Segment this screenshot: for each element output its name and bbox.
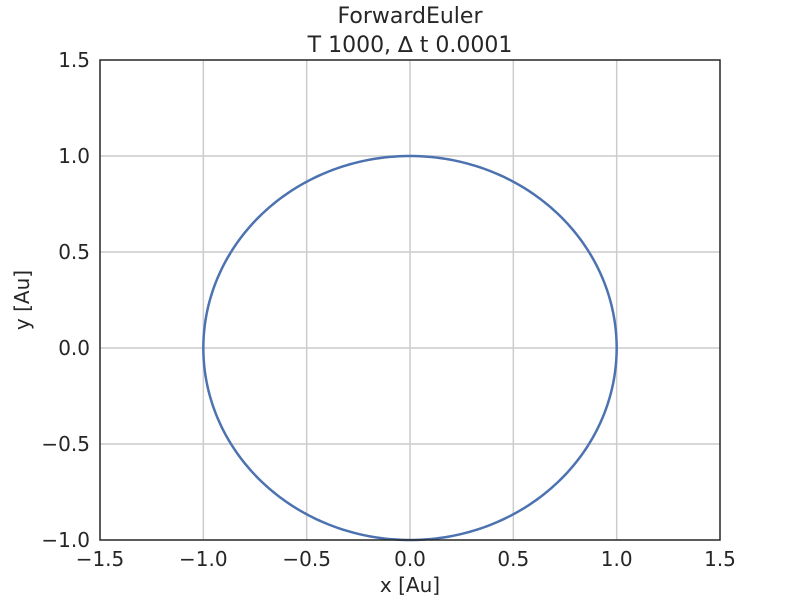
x-axis-label: x [Au] bbox=[380, 573, 440, 597]
x-tick-label: −0.5 bbox=[282, 547, 331, 571]
y-tick-label: 0.5 bbox=[58, 240, 90, 264]
x-tick-label: −1.0 bbox=[179, 547, 228, 571]
y-tick-label: 0.0 bbox=[58, 336, 90, 360]
tick-labels: −1.5 −1.0 −0.5 0.0 0.5 1.0 1.5−1.0−0.50.00.51.… bbox=[41, 48, 735, 571]
x-tick-label: 1.5 bbox=[704, 547, 736, 571]
y-tick-label: 1.5 bbox=[58, 48, 90, 72]
y-axis-label: y [Au] bbox=[10, 270, 34, 330]
orbit-series-line bbox=[202, 154, 618, 542]
x-tick-label: 0.0 bbox=[394, 547, 426, 571]
x-tick-label: −1.5 bbox=[76, 547, 125, 571]
chart-subtitle: T 1000, ∆ t 0.0001 bbox=[307, 33, 513, 58]
series-layer bbox=[202, 154, 618, 542]
chart-title: ForwardEuler bbox=[337, 4, 483, 29]
x-tick-label: 0.5 bbox=[497, 547, 529, 571]
y-tick-label: −1.0 bbox=[41, 528, 90, 552]
y-tick-label: −0.5 bbox=[41, 432, 90, 456]
y-tick-label: 1.0 bbox=[58, 144, 90, 168]
x-tick-label: 1.0 bbox=[601, 547, 633, 571]
plot-frame bbox=[99, 59, 721, 541]
